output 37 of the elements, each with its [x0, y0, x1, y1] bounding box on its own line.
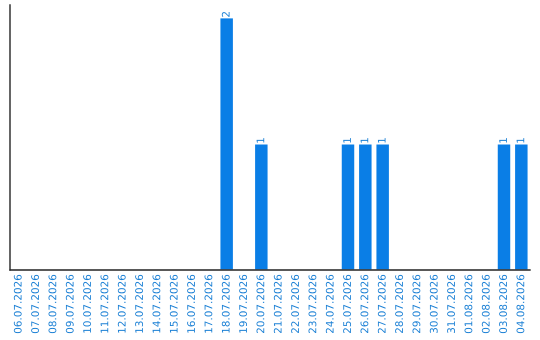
data-label: 1 [343, 138, 351, 143]
x-tick-label: 06.07.2026 [14, 274, 22, 334]
x-tick-label: 21.07.2026 [274, 274, 282, 334]
x-tick-label: 27.07.2026 [378, 274, 386, 334]
x-tick-label: 29.07.2026 [412, 274, 420, 334]
x-tick-label: 26.07.2026 [360, 274, 368, 334]
x-tick-label: 24.07.2026 [326, 274, 334, 334]
data-label: 1 [499, 138, 507, 143]
x-tick-label: 07.07.2026 [31, 274, 40, 334]
data-label: 1 [516, 138, 524, 143]
x-tick-label: 18.07.2026 [222, 274, 230, 333]
x-tick-label: 03.08.2026 [499, 274, 508, 334]
data-label: 1 [378, 138, 386, 143]
x-tick-label: 30.07.2026 [430, 274, 438, 334]
x-tick-label: 10.07.2026 [83, 274, 92, 333]
data-label: 1 [360, 138, 368, 143]
x-tick-label: 13.07.2026 [135, 274, 144, 333]
x-tick-label: 20.07.2026 [256, 274, 264, 334]
x-tick-label: 15.07.2026 [170, 274, 178, 333]
x-tick-label: 22.07.2026 [291, 274, 300, 334]
x-tick-label: 25.07.2026 [343, 274, 352, 334]
x-tick-label: 14.07.2026 [152, 274, 160, 333]
data-label: 1 [256, 138, 264, 143]
x-tick-label: 17.07.2026 [204, 274, 212, 333]
x-tick-label: 19.07.2026 [239, 274, 248, 333]
x-tick-label: 31.07.2026 [447, 274, 456, 334]
x-tick-label: 08.07.2026 [48, 274, 56, 334]
x-tick-label: 23.07.2026 [308, 274, 316, 334]
x-tick-label: 16.07.2026 [187, 274, 196, 333]
x-tick-label: 11.07.2026 [100, 274, 108, 333]
x-tick-label: 04.08.2026 [516, 274, 524, 334]
x-tick-label: 01.08.2026 [464, 274, 472, 334]
x-tick-label: 02.08.2026 [482, 274, 490, 334]
x-tick-label: 09.07.2026 [66, 274, 74, 334]
data-label: 2 [222, 12, 230, 17]
x-tick-label: 12.07.2026 [118, 274, 126, 333]
x-tick-label: 28.07.2026 [395, 274, 404, 334]
